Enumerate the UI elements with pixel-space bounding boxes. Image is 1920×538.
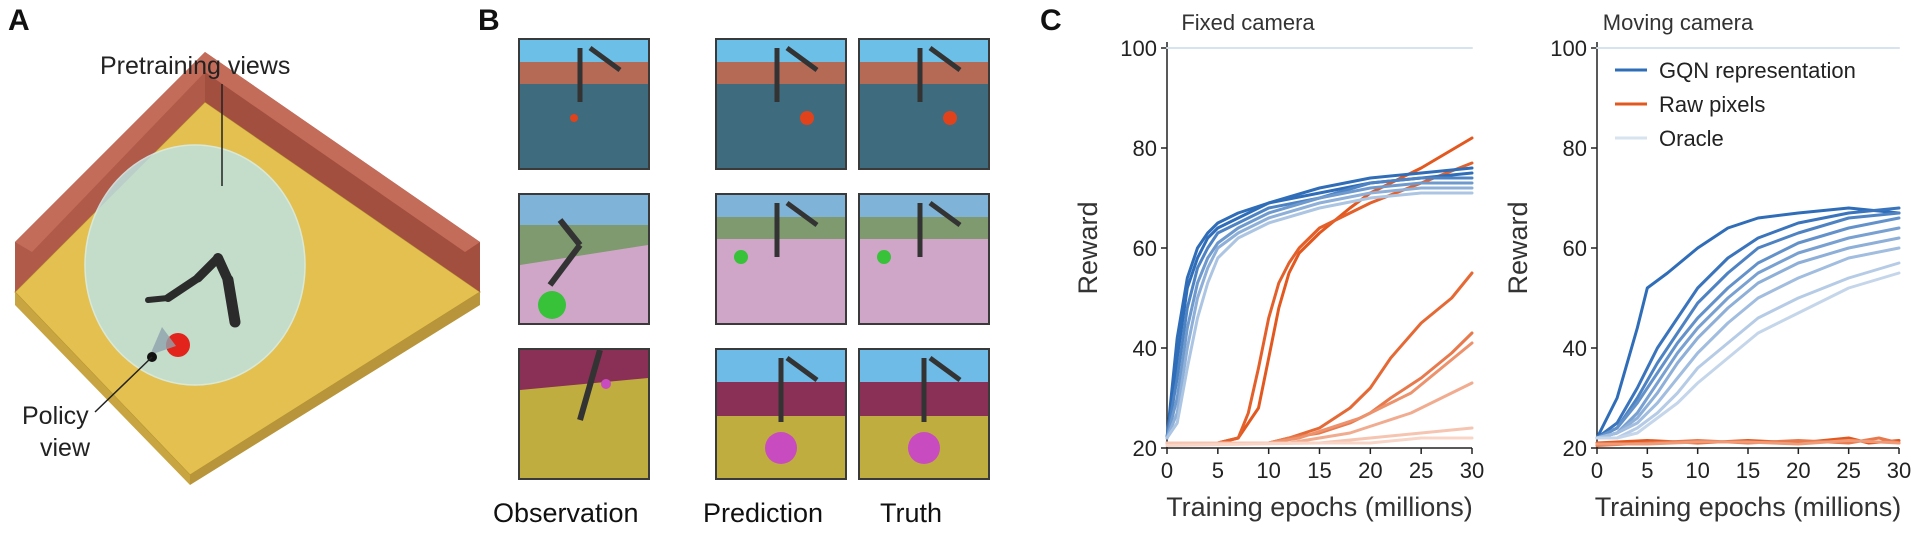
series-line-gqn [1595,211,1901,440]
policy-label-line2: view [40,434,91,462]
frame-prediction-row-1 [715,38,847,170]
frame-observation-row-3 [518,348,650,480]
x-tick-label: 0 [1161,458,1173,483]
scene-illustration [14,52,481,485]
x-tick-label: 30 [1460,458,1484,483]
caption-observation: Observation [493,498,639,528]
target-ball [166,333,190,357]
y-tick-label: 20 [1133,436,1157,461]
series-line-gqn [1595,236,1901,440]
wall-top [15,52,480,252]
y-tick-label: 100 [1550,36,1587,61]
series-line-gqn [1595,216,1901,440]
y-tick-label: 40 [1563,336,1587,361]
y-tick-label: 80 [1133,136,1157,161]
frame-prediction-row-3 [715,348,847,480]
series-line-raw [1165,271,1474,445]
series-line-gqn [1165,191,1474,440]
policy-camera-frustum [150,327,176,355]
legend-label-raw: Raw pixels [1659,92,1765,117]
y-axis-label: Reward [1503,201,1533,294]
robot-arm-icon [145,253,241,328]
series-line-raw [1165,161,1474,445]
series-line-gqn [1595,271,1901,440]
frame-observation-row-2 [518,193,650,325]
x-tick-label: 10 [1256,458,1280,483]
policy-label-line1: Policy [22,402,89,430]
series-line-raw [1165,341,1474,445]
series-line-raw [1165,436,1474,447]
pretraining-views-label: Pretraining views [100,52,291,80]
y-tick-label: 20 [1563,436,1587,461]
caption-prediction: Prediction [703,498,824,528]
y-tick-label: 80 [1563,136,1587,161]
x-tick-label: 5 [1641,458,1653,483]
floor-edge-left [15,292,190,485]
frame-observation-row-1 [518,38,650,170]
series-line-gqn [1165,176,1474,440]
series-line-raw [1595,439,1901,446]
series-line-gqn [1165,171,1474,440]
x-tick-label: 0 [1591,458,1603,483]
series-line-gqn [1165,166,1474,440]
x-tick-label: 25 [1836,458,1860,483]
x-tick-label: 30 [1887,458,1911,483]
panel-letter-a: A [8,4,30,37]
x-tick-label: 15 [1736,458,1760,483]
x-axis-label: Training epochs (millions) [1166,492,1473,522]
series-line-gqn [1595,261,1901,440]
x-tick-label: 20 [1786,458,1810,483]
frame-prediction-row-2 [715,193,847,325]
series-line-gqn [1595,206,1901,440]
chart-title-fixed-camera: Fixed camera [1181,10,1315,35]
y-tick-label: 40 [1133,336,1157,361]
frame-truth-row-3 [858,348,990,480]
pretraining-sphere [84,144,306,386]
x-tick-label: 10 [1685,458,1709,483]
series-line-gqn [1165,186,1474,440]
floor-edge-right [190,292,480,485]
chart-title-moving-camera: Moving camera [1602,10,1754,35]
y-axis-label: Reward [1073,201,1103,294]
x-tick-label: 5 [1212,458,1224,483]
y-tick-label: 100 [1120,36,1157,61]
x-tick-label: 20 [1358,458,1382,483]
x-tick-label: 25 [1409,458,1433,483]
policy-leader-line [94,356,153,413]
legend-label-oracle: Oracle [1659,126,1724,151]
x-axis-label: Training epochs (millions) [1595,492,1902,522]
legend-label-gqn: GQN representation [1659,58,1856,83]
caption-truth: Truth [880,498,943,528]
series-line-gqn [1595,246,1901,440]
series-line-gqn [1165,181,1474,440]
frame-truth-row-2 [858,193,990,325]
frame-truth-row-1 [858,38,990,170]
y-tick-label: 60 [1563,236,1587,261]
panel-letter-c: C [1040,4,1062,37]
series-line-gqn [1595,206,1901,440]
series-line-gqn [1595,226,1901,440]
x-tick-label: 15 [1307,458,1331,483]
panel-letter-b: B [478,4,500,37]
y-tick-label: 60 [1133,236,1157,261]
